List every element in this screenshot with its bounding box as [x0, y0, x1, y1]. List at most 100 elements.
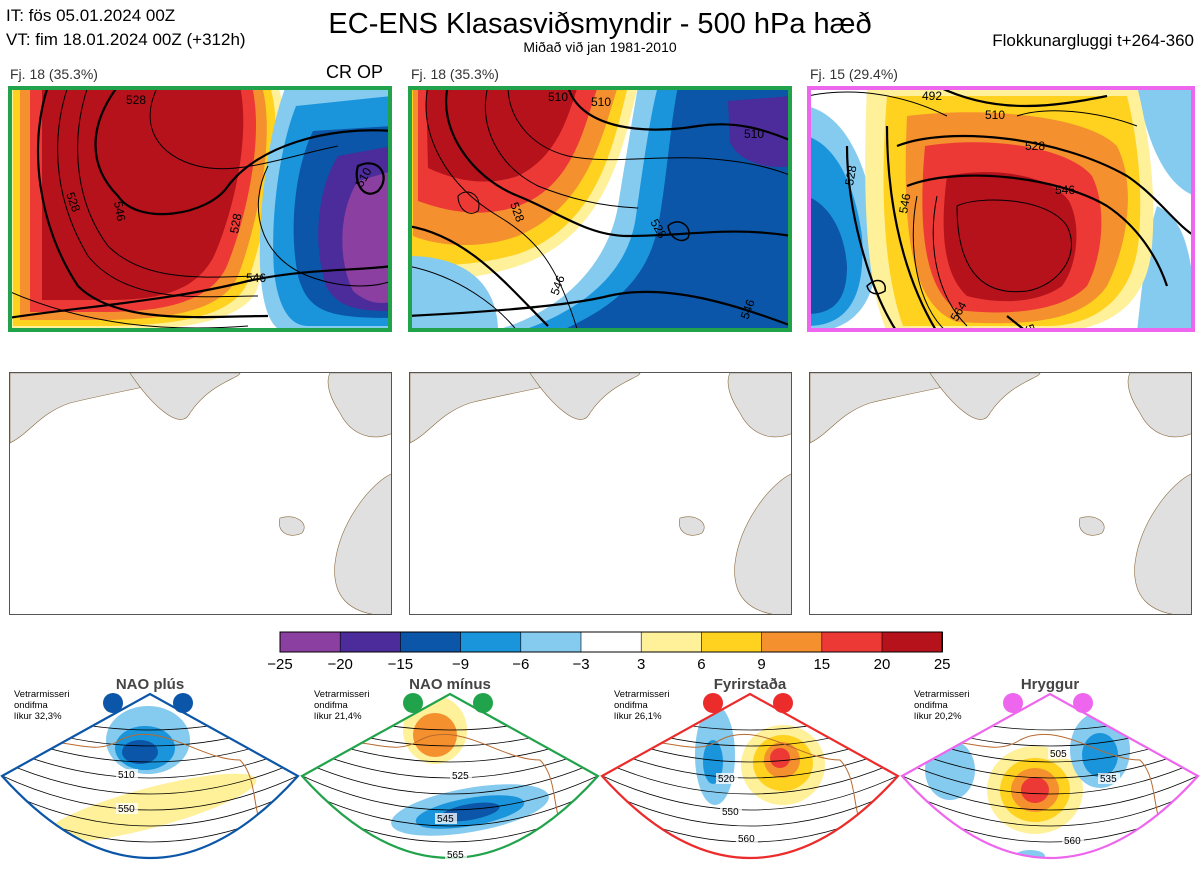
cluster-1-pos-5	[42, 86, 244, 300]
regime-contour	[2, 839, 298, 858]
regime-probability-note: Vetrarmisseri ondifma líkur 32,3%	[14, 689, 70, 722]
regime-contour-label: 505	[1050, 749, 1067, 760]
colorbar-tick: −9	[452, 656, 470, 673]
regime-coastline	[29, 734, 271, 841]
regime-contour-label: 525	[452, 771, 469, 782]
regime-contour-label: 560	[1064, 836, 1081, 847]
cluster-1-contour-label: 546	[111, 200, 128, 222]
regime-name: NAO plús	[115, 676, 185, 693]
cluster-1-map: 528 528 546 528 546 510	[8, 86, 392, 332]
regime-anomaly	[43, 773, 257, 843]
regime-contour	[902, 825, 1198, 858]
cluster-2-neg-4	[728, 96, 792, 167]
chart-title: EC-ENS Klasasviðsmyndir - 500 hPa hæð	[328, 8, 872, 40]
regime-contour-label: 560	[738, 834, 755, 845]
regime-contour-label: 535	[1100, 774, 1117, 785]
regime-coastline	[629, 734, 871, 841]
cluster-3-contour-label: 564	[1022, 322, 1042, 332]
regime-marker-dot	[103, 693, 123, 713]
regime-contour-label-bg	[1098, 773, 1120, 784]
regime-probability-note: Vetrarmisseri ondifma líkur 26,1%	[614, 689, 670, 722]
colorbar-cell	[580, 631, 643, 653]
cluster-3-contour	[885, 125, 938, 332]
regime-contour	[902, 783, 1198, 827]
colorbar-tick: 9	[757, 656, 766, 673]
colorbar-cell	[520, 631, 582, 653]
cluster-3-pos-5	[943, 172, 1077, 302]
regime-contour	[2, 755, 298, 795]
cluster-1-contour	[257, 165, 392, 287]
regime-name: Fyrirstaða	[713, 676, 787, 693]
cluster-2-contour-label: 510	[591, 95, 611, 109]
colorbar-cell	[460, 631, 522, 653]
regime-marker-dot	[173, 693, 193, 713]
cluster-3-label: Fj. 15 (29.4%)	[810, 66, 898, 82]
cluster-1-contour-label: 528	[126, 93, 146, 107]
regime-coastline	[329, 734, 571, 841]
cluster-1-contour-label: 546	[246, 271, 266, 285]
cluster-2-contour	[408, 290, 792, 328]
cluster-1-panel: 528 528 546 528 546 510	[8, 86, 392, 332]
regime-map: 520 550 560	[600, 692, 900, 860]
cluster-3-panel: 492 510 528 546 528 546 564 564	[807, 86, 1195, 332]
valid-time: VT: fim 18.01.2024 00Z (+312h)	[6, 30, 246, 49]
cluster-3-contour	[936, 86, 1108, 108]
regime-contour	[2, 769, 298, 811]
blank-map-2-svg	[410, 373, 791, 614]
cluster-2-contour-label: 510	[744, 127, 764, 141]
blank-map-2	[409, 372, 792, 615]
cluster-2-contour-label: 546	[738, 297, 758, 321]
regime-outline	[0, 692, 300, 860]
regime-anomaly	[770, 748, 790, 768]
regime-anomaly	[122, 740, 158, 764]
blank-map-3-svg	[810, 373, 1191, 614]
cluster-1-contour	[36, 86, 269, 319]
cluster-2-contour	[457, 191, 480, 214]
colorbar-tick: −3	[572, 656, 590, 673]
chart-subtitle: Miðað við jan 1981-2010	[523, 39, 677, 55]
regime-contour-label-bg	[450, 770, 472, 781]
colorbar	[279, 631, 944, 653]
cluster-1-contour-label: 528	[63, 190, 83, 214]
cluster-3-contour	[807, 91, 948, 117]
colorbar-cell	[701, 631, 763, 653]
regime-map: 510 550	[0, 692, 300, 860]
cluster-2-border	[408, 86, 792, 332]
cluster-2-label: Fj. 18 (35.3%)	[411, 66, 499, 82]
regime-contour	[602, 755, 898, 795]
regime-marker-dot	[1003, 693, 1023, 713]
regime-outline	[600, 692, 900, 860]
cluster-3-neg-4	[1137, 86, 1195, 196]
blank-map-3-land	[1079, 516, 1105, 536]
regime-contour	[902, 755, 1198, 795]
cluster-2-contour	[408, 265, 519, 332]
regime-contour	[902, 839, 1198, 858]
colorbar-cell	[881, 631, 944, 653]
blank-map-3-land	[929, 373, 1041, 420]
regime-probability-note: Vetrarmisseri ondifma líkur 21,4%	[314, 689, 370, 722]
regime-contour-label-bg	[720, 806, 742, 817]
colorbar-tick: 3	[637, 656, 646, 673]
colorbar-tick: −15	[387, 656, 414, 673]
regime-contour	[302, 783, 598, 827]
colorbar-cell	[761, 631, 823, 653]
colorbar-tick: −6	[512, 656, 530, 673]
blank-map-2-land	[727, 373, 791, 438]
colorbar-tick: −20	[327, 656, 353, 673]
cluster-1-contour	[355, 162, 385, 195]
regime-contour	[2, 825, 298, 858]
colorbar-cell	[279, 631, 342, 653]
classification-window: Flokkunargluggi t+264-360	[992, 31, 1194, 50]
regime-contour-label-bg	[116, 803, 138, 814]
cluster-2-pos-5	[426, 86, 578, 182]
regime-contour-label-bg	[116, 769, 138, 780]
colorbar-tick: 15	[813, 656, 831, 673]
blank-map-2-land	[679, 516, 705, 536]
blank-map-2-land	[529, 373, 641, 420]
cluster-3-border	[807, 86, 1195, 332]
cluster-3-contour-label: 546	[1055, 183, 1075, 197]
cluster-3-contour	[932, 195, 968, 327]
cluster-3-contour	[912, 195, 948, 332]
cluster-1-contour	[8, 290, 249, 329]
blank-map-3-land	[1127, 373, 1191, 438]
